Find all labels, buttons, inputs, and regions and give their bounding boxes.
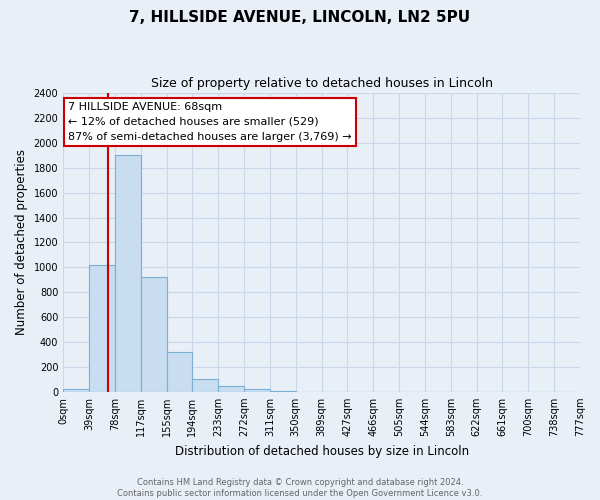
Bar <box>244 390 270 392</box>
Bar <box>218 386 244 392</box>
Bar <box>115 156 140 392</box>
Text: 7, HILLSIDE AVENUE, LINCOLN, LN2 5PU: 7, HILLSIDE AVENUE, LINCOLN, LN2 5PU <box>130 10 470 25</box>
Text: 7 HILLSIDE AVENUE: 68sqm
← 12% of detached houses are smaller (529)
87% of semi-: 7 HILLSIDE AVENUE: 68sqm ← 12% of detach… <box>68 102 352 142</box>
Title: Size of property relative to detached houses in Lincoln: Size of property relative to detached ho… <box>151 78 493 90</box>
Text: Contains HM Land Registry data © Crown copyright and database right 2024.
Contai: Contains HM Land Registry data © Crown c… <box>118 478 482 498</box>
Y-axis label: Number of detached properties: Number of detached properties <box>15 150 28 336</box>
Bar <box>140 278 167 392</box>
Bar <box>270 391 296 392</box>
Bar <box>193 378 218 392</box>
X-axis label: Distribution of detached houses by size in Lincoln: Distribution of detached houses by size … <box>175 444 469 458</box>
Bar <box>167 352 193 392</box>
Bar <box>89 265 115 392</box>
Bar <box>63 390 89 392</box>
